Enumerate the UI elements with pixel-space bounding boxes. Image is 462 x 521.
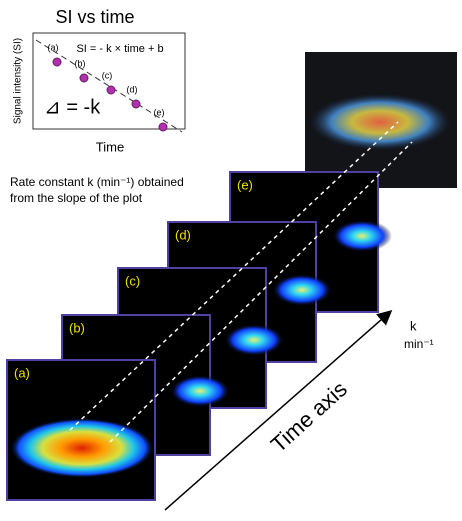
- axis-label: Time axis: [266, 376, 352, 457]
- frame-label: (b): [69, 320, 85, 335]
- point: [159, 123, 167, 131]
- point-label: (b): [75, 58, 86, 68]
- blob: [332, 220, 392, 252]
- slope: ⊿ = -k: [44, 96, 101, 118]
- x-label: Time: [96, 139, 124, 154]
- point-label: (d): [127, 84, 138, 94]
- blob: [170, 375, 230, 407]
- caption-line: from the slope of the plot: [10, 191, 143, 205]
- point: [132, 100, 140, 108]
- frame-label: (a): [14, 365, 30, 380]
- blob: [272, 274, 332, 306]
- point: [80, 74, 88, 82]
- y-label: Signal intensity (SI): [13, 38, 24, 124]
- frames: (e) (d) (c) (b) (a): [7, 172, 392, 500]
- equation: SI = - k × time + b: [76, 43, 163, 55]
- frame-label: (d): [175, 227, 191, 242]
- mouse-body: [310, 94, 450, 150]
- unit: min⁻¹: [404, 337, 434, 351]
- blob: [224, 324, 284, 356]
- figure: SI vs time Signal intensity (SI) Time SI…: [0, 0, 462, 516]
- point: [53, 58, 61, 66]
- plot-title: SI vs time: [55, 7, 134, 27]
- frame-label: (e): [237, 177, 253, 192]
- unit-symbol: k: [410, 318, 417, 333]
- blob: [10, 418, 154, 478]
- frame-label: (c): [125, 273, 140, 288]
- caption-line: Rate constant k (min⁻¹) obtained: [10, 175, 184, 189]
- point-label: (e): [154, 107, 165, 117]
- point: [107, 86, 115, 94]
- point-label: (c): [102, 70, 113, 80]
- point-label: (a): [48, 42, 59, 52]
